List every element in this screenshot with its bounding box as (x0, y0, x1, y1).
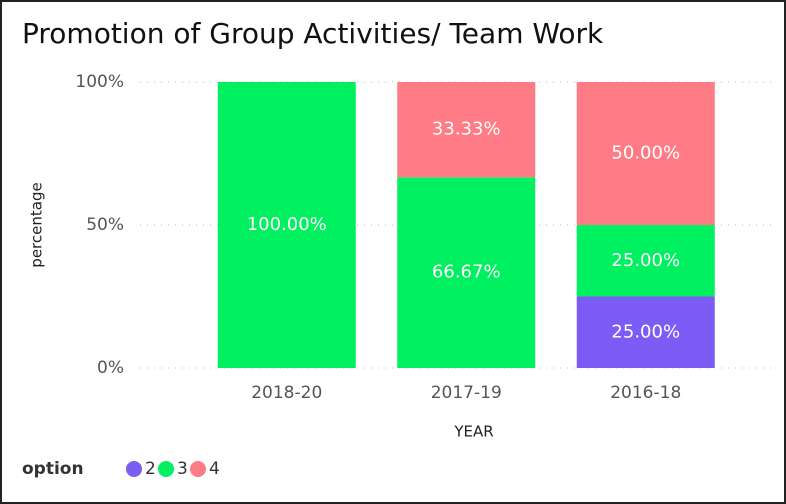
data-label: 25.00% (611, 250, 680, 271)
legend-swatch (158, 461, 174, 477)
bar-segment (217, 82, 356, 368)
bar-segment (576, 82, 715, 225)
data-label: 100.00% (247, 214, 327, 235)
chart-title: Promotion of Group Activities/ Team Work (22, 17, 604, 50)
legend-label: 3 (177, 459, 188, 479)
y-tick-label: 50% (86, 215, 124, 235)
legend-swatch (126, 461, 142, 477)
data-label: 66.67% (432, 262, 501, 283)
y-axis-label: percentage (28, 182, 46, 267)
legend-title: option (22, 459, 84, 479)
legend-label: 2 (145, 459, 156, 479)
data-label: 33.33% (432, 119, 501, 140)
legend-swatch (190, 461, 206, 477)
bar-segment (397, 177, 536, 368)
x-tick-label: 2017-19 (431, 383, 502, 403)
data-label: 25.00% (611, 321, 680, 342)
x-tick-label: 2018-20 (251, 383, 322, 403)
y-tick-label: 100% (75, 72, 124, 92)
y-tick-label: 0% (97, 358, 124, 378)
bar-segment (397, 82, 536, 178)
bar-segment (576, 296, 715, 368)
x-tick-label: 2016-18 (610, 383, 681, 403)
legend-label: 4 (209, 459, 220, 479)
x-axis-label: YEAR (453, 423, 493, 441)
data-label: 50.00% (611, 143, 680, 164)
bar-segment (576, 225, 715, 297)
